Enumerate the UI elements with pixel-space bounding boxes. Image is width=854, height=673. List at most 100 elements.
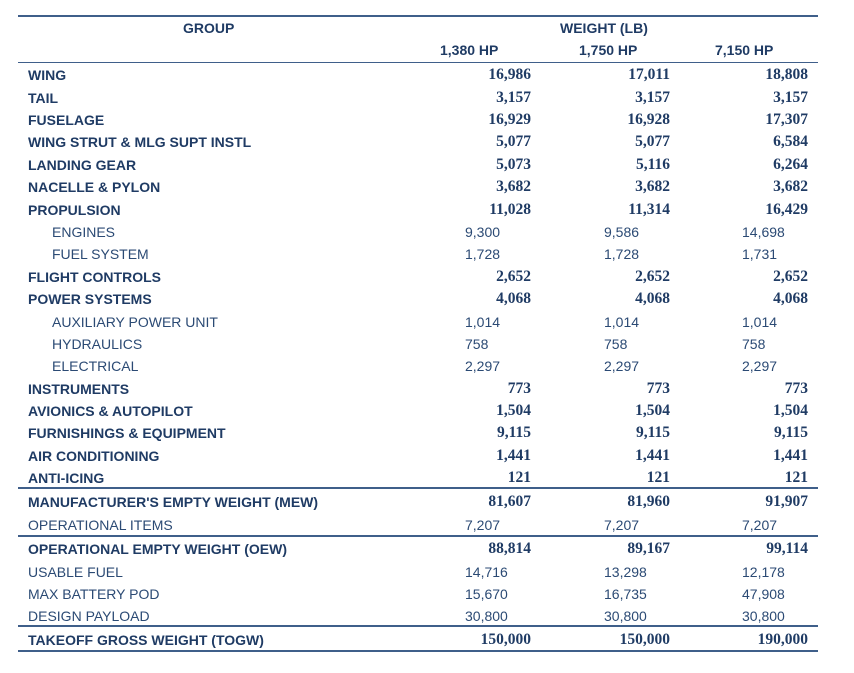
row-label: FURNISHINGS & EQUIPMENT [28, 425, 226, 441]
row-value-col-1: 1,014 [465, 314, 501, 330]
row-label: PROPULSION [28, 202, 121, 218]
table-row: ELECTRICAL 2,297 2,297 2,297 [18, 355, 818, 377]
row-value-col-3: 2,652 [773, 268, 808, 285]
row-label: NACELLE & PYLON [28, 179, 161, 195]
row-label: USABLE FUEL [28, 564, 123, 580]
row-value-col-1: 1,504 [496, 402, 531, 419]
row-value-col-3: 2,297 [742, 358, 778, 374]
row-label: LANDING GEAR [28, 157, 137, 173]
row-label: OPERATIONAL ITEMS [28, 517, 173, 533]
row-value-col-2: 89,167 [627, 540, 670, 557]
table-row: MAX BATTERY POD 15,670 16,735 47,908 [18, 583, 818, 605]
row-value-col-1: 121 [507, 469, 531, 486]
row-value-col-1: 16,929 [488, 111, 531, 128]
row-label: AUXILIARY POWER UNIT [52, 314, 218, 330]
row-value-col-2: 121 [646, 469, 670, 486]
table-row: ANTI-ICING 121 121 121 [18, 467, 818, 489]
row-value-col-1: 3,157 [496, 89, 531, 106]
row-value-col-2: 16,928 [627, 111, 670, 128]
row-value-col-3: 6,264 [773, 156, 808, 173]
row-value-col-2: 5,077 [635, 133, 670, 150]
row-label: TAKEOFF GROSS WEIGHT (TOGW) [28, 632, 264, 648]
row-value-col-1: 81,607 [488, 493, 531, 510]
table-row: POWER SYSTEMS 4,068 4,068 4,068 [18, 288, 818, 310]
row-value-col-3: 91,907 [765, 493, 808, 510]
row-value-col-3: 3,157 [773, 89, 808, 106]
row-value-col-1: 11,028 [489, 201, 531, 218]
row-value-col-2: 11,314 [628, 201, 670, 218]
row-value-col-3: 1,014 [742, 314, 778, 330]
row-label: FUSELAGE [28, 112, 105, 128]
row-value-col-2: 1,441 [635, 447, 670, 464]
row-value-col-2: 16,735 [604, 586, 647, 602]
row-value-col-1: 5,077 [496, 133, 531, 150]
row-value-col-3: 16,429 [765, 201, 808, 218]
row-value-col-3: 758 [742, 336, 766, 352]
row-value-col-1: 3,682 [496, 178, 531, 195]
table-row: ENGINES 9,300 9,586 14,698 [18, 221, 818, 243]
table-row: TAKEOFF GROSS WEIGHT (TOGW) 150,000 150,00… [18, 629, 818, 651]
row-value-col-1: 15,670 [465, 586, 508, 602]
row-value-col-1: 1,728 [465, 246, 501, 262]
row-value-col-3: 773 [784, 380, 808, 397]
row-label: WING STRUT & MLG SUPT INSTL [28, 134, 252, 150]
table-row: USABLE FUEL 14,716 13,298 12,178 [18, 561, 818, 583]
row-value-col-2: 30,800 [604, 608, 647, 624]
row-label: MAX BATTERY POD [28, 586, 160, 602]
table-row: NACELLE & PYLON 3,682 3,682 3,682 [18, 176, 818, 198]
table-row: WING 16,986 17,011 18,808 [18, 64, 818, 86]
row-value-col-3: 1,441 [773, 447, 808, 464]
table-row: AVIONICS & AUTOPILOT 1,504 1,504 1,504 [18, 400, 818, 422]
table-row: PROPULSION 11,028 11,314 16,429 [18, 199, 818, 221]
row-value-col-2: 3,682 [635, 178, 670, 195]
row-value-col-3: 1,504 [773, 402, 808, 419]
row-value-col-1: 9,300 [465, 224, 501, 240]
column-header-7150hp: 7,150 HP [715, 42, 774, 58]
row-value-col-2: 1,728 [604, 246, 640, 262]
row-value-col-3: 6,584 [773, 133, 808, 150]
table-row: FLIGHT CONTROLS 2,652 2,652 2,652 [18, 266, 818, 288]
row-value-col-1: 9,115 [496, 424, 531, 441]
row-label: MANUFACTURER'S EMPTY WEIGHT (MEW) [28, 494, 319, 510]
row-value-col-1: 7,207 [465, 517, 501, 533]
table-row: FUSELAGE 16,929 16,928 17,307 [18, 109, 818, 131]
table-row: HYDRAULICS 758 758 758 [18, 333, 818, 355]
row-value-col-3: 14,698 [742, 224, 785, 240]
table-row: INSTRUMENTS 773 773 773 [18, 378, 818, 400]
rule-above-mew [18, 487, 818, 489]
row-label: ENGINES [52, 224, 116, 240]
header-rule [18, 62, 818, 63]
bottom-rule [18, 650, 818, 652]
row-label: FLIGHT CONTROLS [28, 269, 161, 285]
row-value-col-2: 9,586 [604, 224, 640, 240]
row-label: OPERATIONAL EMPTY WEIGHT (OEW) [28, 541, 287, 557]
row-value-col-3: 12,178 [742, 564, 785, 580]
row-value-col-1: 150,000 [480, 631, 531, 648]
table-row: OPERATIONAL ITEMS 7,207 7,207 7,207 [18, 514, 818, 536]
row-value-col-1: 14,716 [465, 564, 508, 580]
row-value-col-3: 190,000 [757, 631, 808, 648]
row-value-col-2: 7,207 [604, 517, 640, 533]
table-row: OPERATIONAL EMPTY WEIGHT (OEW) 88,814 89,1… [18, 538, 818, 560]
rule-above-oew [18, 535, 818, 537]
row-value-col-3: 121 [784, 469, 808, 486]
row-value-col-3: 4,068 [773, 290, 808, 307]
table-row: DESIGN PAYLOAD 30,800 30,800 30,800 [18, 605, 818, 627]
weight-column-header: WEIGHT (LB) [560, 20, 648, 36]
row-value-col-1: 1,441 [496, 447, 531, 464]
row-value-col-3: 99,114 [766, 540, 808, 557]
row-value-col-1: 5,073 [496, 156, 531, 173]
row-label: DESIGN PAYLOAD [28, 608, 150, 624]
row-value-col-3: 47,908 [742, 586, 785, 602]
table-row: MANUFACTURER'S EMPTY WEIGHT (MEW) 81,607 8… [18, 491, 818, 513]
row-label: ELECTRICAL [52, 358, 139, 374]
row-label: AVIONICS & AUTOPILOT [28, 403, 193, 419]
row-label: HYDRAULICS [52, 336, 143, 352]
row-value-col-1: 773 [507, 380, 531, 397]
row-value-col-2: 1,014 [604, 314, 640, 330]
row-value-col-3: 17,307 [765, 111, 808, 128]
row-label: ANTI-ICING [28, 470, 105, 486]
table-row: FUEL SYSTEM 1,728 1,728 1,731 [18, 243, 818, 265]
row-value-col-1: 16,986 [488, 66, 531, 83]
row-value-col-3: 30,800 [742, 608, 785, 624]
